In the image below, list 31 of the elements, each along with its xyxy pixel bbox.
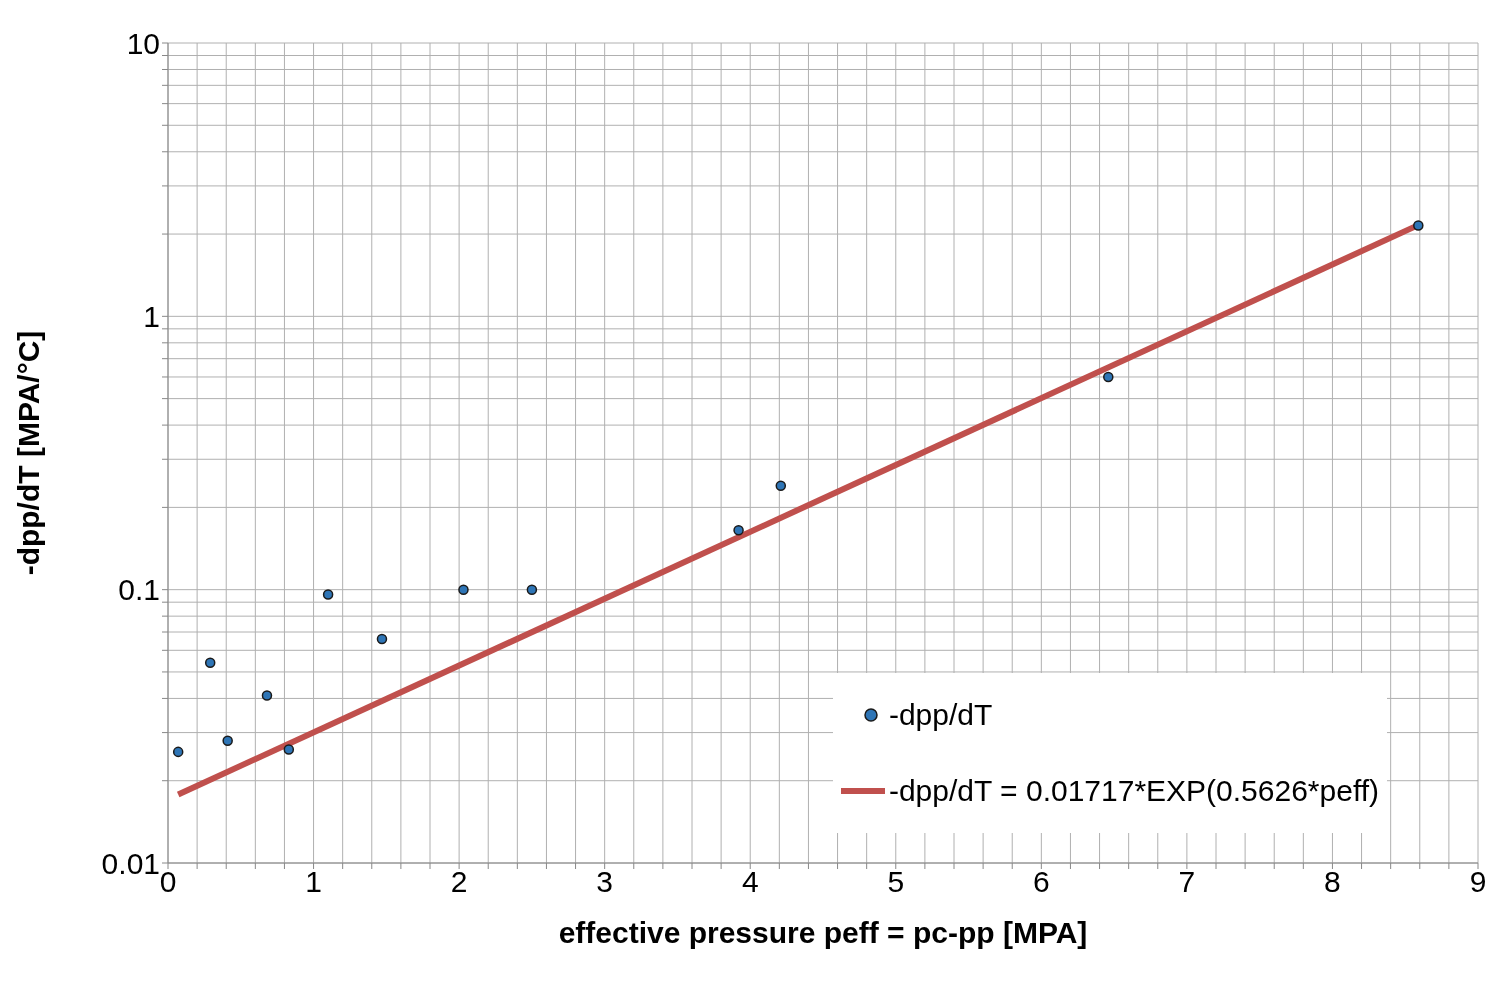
- point: [283, 744, 295, 755]
- legend-label: -dpp/dT: [888, 698, 993, 732]
- x-tick-label: 0: [159, 865, 177, 899]
- point: [322, 589, 334, 600]
- x-tick-label: 1: [305, 865, 322, 899]
- point: [458, 584, 469, 595]
- y-tick-label: 0.01: [101, 846, 160, 880]
- legend-label: -dpp/dT = 0.01717*EXP(0.5626*peff): [888, 774, 1379, 808]
- y-axis-title: -dpp/dT [MPA/°C]: [11, 330, 45, 576]
- point: [204, 657, 216, 669]
- point: [222, 735, 233, 747]
- point: [261, 690, 273, 701]
- x-tick-label: 6: [1032, 865, 1050, 899]
- y-tick-label: 0.1: [118, 573, 160, 607]
- y-tick-label: 10: [126, 26, 160, 60]
- x-tick-label: 8: [1324, 865, 1341, 899]
- x-tick-label: 9: [1469, 865, 1487, 899]
- point: [526, 584, 538, 595]
- point: [1103, 371, 1114, 383]
- point: [172, 746, 184, 758]
- point: [733, 524, 744, 536]
- point: [775, 480, 787, 491]
- point: [376, 633, 388, 645]
- x-tick-label: 7: [1178, 865, 1196, 899]
- point: [1413, 220, 1424, 231]
- x-tick-label: 5: [887, 865, 905, 899]
- x-tick-label: 4: [741, 865, 759, 899]
- x-tick-label: 2: [450, 865, 468, 899]
- y-tick-label: 1: [143, 299, 160, 333]
- x-axis-title: effective pressure peff = pc-pp [MPA]: [558, 916, 1088, 949]
- x-tick-label: 3: [596, 865, 614, 899]
